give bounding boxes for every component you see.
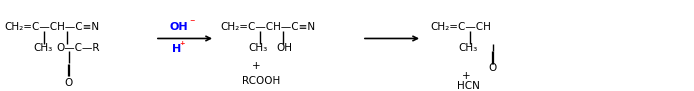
- Text: CH₂=C—CH: CH₂=C—CH: [430, 22, 491, 32]
- Text: CH₂=C—CH—C≡N: CH₂=C—CH—C≡N: [4, 22, 99, 32]
- Text: +: +: [252, 61, 260, 71]
- Text: OH: OH: [170, 22, 189, 32]
- Text: CH₃: CH₃: [459, 43, 477, 53]
- Text: +: +: [462, 71, 471, 81]
- Text: O: O: [65, 78, 73, 88]
- Text: RCOOH: RCOOH: [242, 76, 280, 86]
- Text: ⁺: ⁺: [179, 41, 185, 51]
- Text: HCN: HCN: [457, 81, 480, 91]
- Text: OH: OH: [276, 43, 292, 53]
- Text: H: H: [172, 44, 181, 54]
- Text: O—C—R: O—C—R: [56, 43, 99, 53]
- Text: ⁻: ⁻: [189, 18, 194, 28]
- Text: CH₂=C—CH—C≡N: CH₂=C—CH—C≡N: [220, 22, 315, 32]
- Text: CH₃: CH₃: [33, 43, 52, 53]
- Text: O: O: [489, 63, 497, 73]
- Text: CH₃: CH₃: [248, 43, 268, 53]
